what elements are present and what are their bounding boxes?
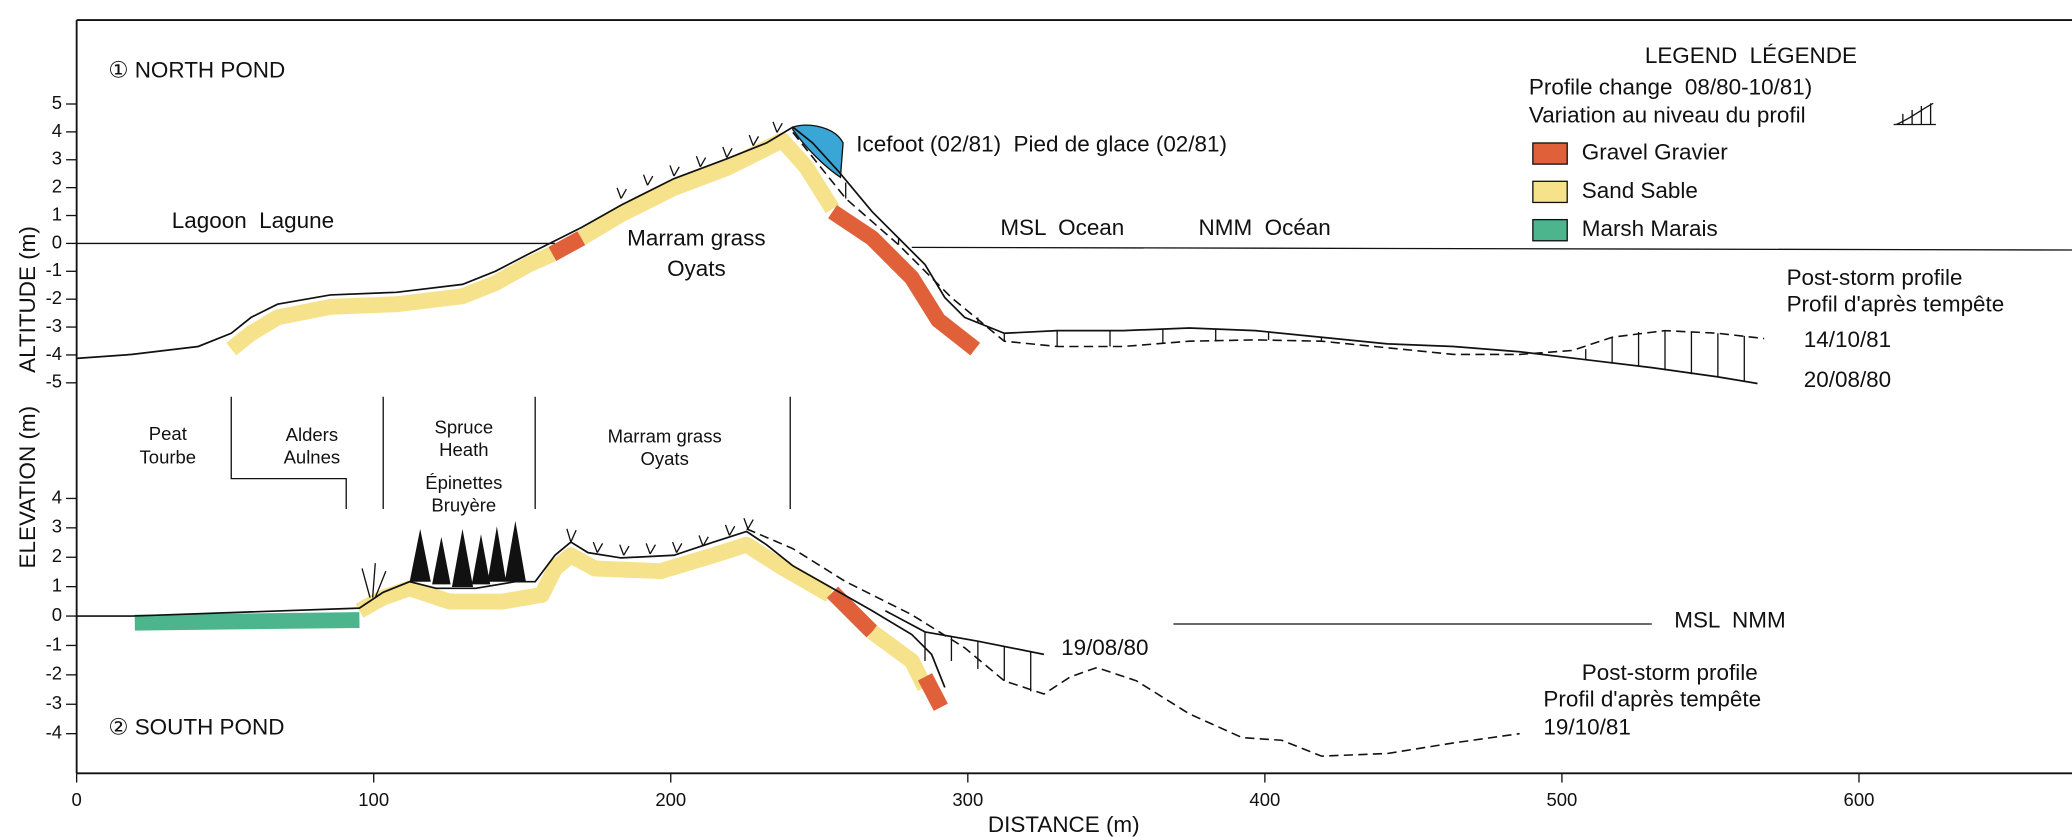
y-tick-label: -5	[46, 371, 62, 392]
zone-label: Bruyère	[431, 494, 496, 515]
x-tick-label: 600	[1844, 789, 1875, 810]
legend-swatch	[1532, 142, 1568, 165]
legend-text: Profile change 08/80-10/81)	[1529, 75, 1812, 100]
y-tick-label: 3	[52, 148, 62, 169]
y-tick-label: -3	[46, 692, 62, 713]
y-tick-label: 1	[52, 575, 62, 596]
legend-label: Marsh Marais	[1582, 216, 1718, 241]
annotation: 20/08/80	[1804, 367, 1891, 392]
legend-text: Variation au niveau du profil	[1529, 102, 1806, 127]
legend-label: Gravel Gravier	[1582, 139, 1729, 164]
zone-label: Oyats	[641, 448, 689, 469]
annotation: 14/10/81	[1804, 327, 1891, 352]
y-tick-label: -3	[46, 315, 62, 336]
annotation: Icefoot (02/81) Pied de glace (02/81)	[856, 132, 1227, 157]
y-tick-label: 4	[52, 120, 62, 141]
frame	[75, 19, 2072, 775]
y-tick-label: -4	[46, 722, 62, 743]
y-tick-label: 0	[52, 604, 62, 625]
x-tick-label: 0	[71, 789, 81, 810]
y-tick-label: -4	[46, 343, 62, 364]
x-tick-label: 300	[952, 789, 983, 810]
y-tick-label: 1	[52, 203, 62, 224]
y-tick-label: 5	[52, 92, 62, 113]
y-tick-label: 2	[52, 176, 62, 197]
zone-label: Spruce	[435, 416, 494, 437]
x-tick-label: 100	[358, 789, 389, 810]
annotation: 19/10/81	[1543, 714, 1630, 739]
annotation: 19/08/80	[1061, 635, 1148, 660]
y-tick-label: -2	[46, 663, 62, 684]
zone-label: Marram grass	[608, 426, 722, 447]
y-tick-label: 4	[52, 486, 62, 507]
legend-hatch	[1893, 102, 1936, 126]
zone-label: Aulnes	[284, 447, 341, 468]
legend-swatch	[1532, 218, 1568, 242]
north-profile	[76, 121, 2072, 385]
annotation: Lagoon Lagune	[172, 208, 334, 233]
south-profile	[76, 396, 1652, 757]
y-tick-label: -1	[46, 633, 62, 654]
y-tick-label: 2	[52, 545, 62, 566]
zone-label: Heath	[439, 439, 488, 460]
legend-title: LEGEND LÉGENDE	[1645, 43, 1857, 68]
annotation: Post-storm profile	[1582, 660, 1758, 685]
annotation: MSL Ocean	[1000, 215, 1124, 240]
panel-title: ① NORTH POND	[108, 58, 285, 83]
zone-label: Tourbe	[140, 447, 197, 468]
x-tick-label: 200	[655, 789, 686, 810]
zone-label: Peat	[149, 423, 187, 444]
y-tick-label: 3	[52, 516, 62, 537]
y-axis-label: ELEVATION (m)	[15, 406, 40, 569]
annotation: MSL NMM	[1674, 607, 1785, 632]
annotation: Post-storm profile	[1787, 265, 1963, 290]
annotation: Profil d'après tempête	[1543, 687, 1761, 712]
y-tick-label: 0	[52, 231, 62, 252]
annotation: Marram grass	[627, 225, 765, 250]
legend: Gravel Gravier Sand Sable Marsh Marais	[1532, 139, 1729, 242]
y-tick-label: -1	[46, 259, 62, 280]
y-axis-label: ALTITUDE (m)	[15, 226, 40, 373]
annotation: NMM Océan	[1199, 215, 1331, 240]
legend-swatch	[1532, 180, 1568, 204]
x-tick-label: 500	[1546, 789, 1577, 810]
zone-label: Alders	[286, 424, 338, 445]
annotation: Profil d'après tempête	[1787, 291, 2005, 316]
x-tick-label: 400	[1249, 789, 1280, 810]
x-axis-label: DISTANCE (m)	[988, 812, 1140, 837]
zone-label: Épinettes	[425, 472, 502, 493]
axis-ticks: 0 100 200 300 400 500 600 5 4 3 2 1 0 -1 -2 -3 -4 -5 4 3 2 1 0…	[46, 92, 1875, 810]
legend-label: Sand Sable	[1582, 178, 1698, 203]
annotation: Oyats	[667, 256, 726, 281]
panel-title: ② SOUTH POND	[108, 714, 284, 739]
y-tick-label: -2	[46, 287, 62, 308]
